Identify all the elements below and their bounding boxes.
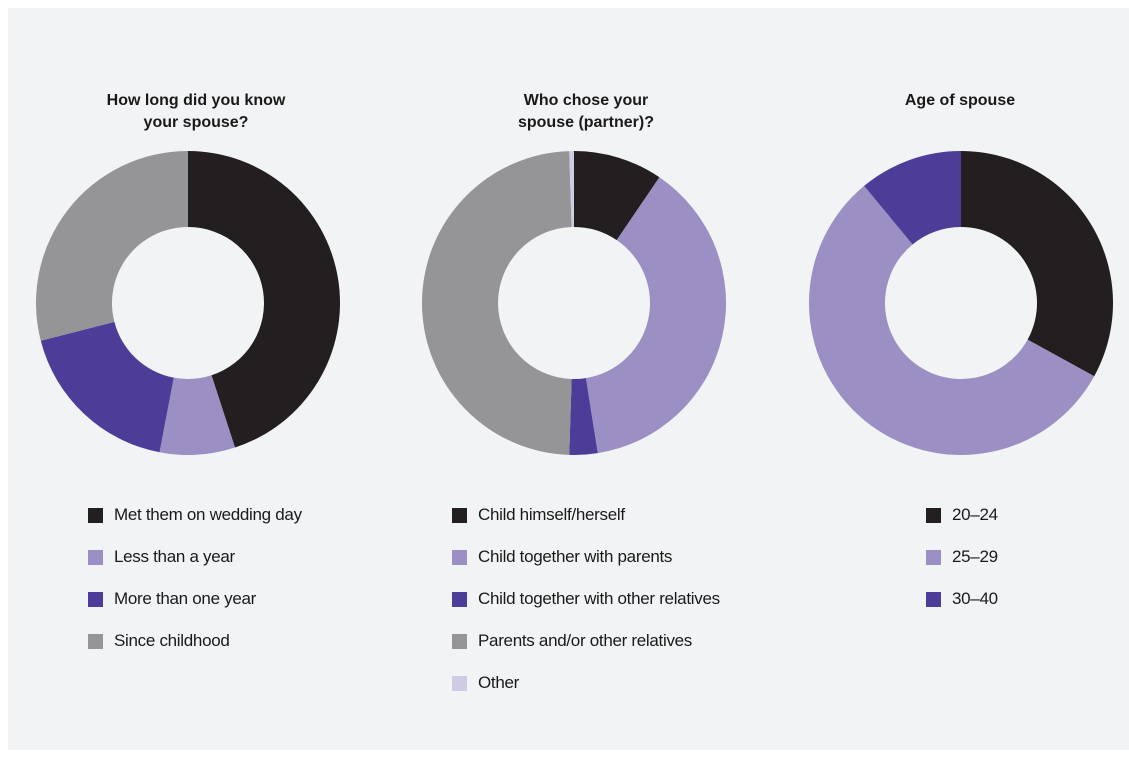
legend-swatch — [452, 591, 467, 607]
legend-item-20-24: 20–24 — [926, 494, 998, 536]
chart-who-chose: Who chose your spouse (partner)? Child hi… — [416, 8, 756, 750]
figure-panel: How long did you know your spouse? Met th… — [8, 8, 1129, 750]
legend-item-child-himself-herself: Child himself/herself — [452, 494, 720, 536]
legend-item-less-than-a-year: Less than a year — [88, 536, 302, 578]
slice-child-together-with-other-relatives — [569, 378, 598, 455]
legend-label: 20–24 — [952, 505, 998, 524]
legend-swatch — [452, 549, 467, 565]
chart-title: Who chose your spouse (partner)? — [517, 92, 654, 131]
slice-child-himself-herself — [574, 151, 660, 241]
legend: 20–24 25–29 30–40 — [926, 494, 998, 620]
legend-item-parents-and-or-other-relatives: Parents and/or other relatives — [452, 620, 720, 662]
chart-age-of-spouse: Age of spouse 20–24 25–29 30–40 — [790, 8, 1129, 750]
slice-more-than-one-year — [40, 321, 174, 453]
legend-swatch — [88, 633, 103, 649]
legend-swatch — [88, 591, 103, 607]
legend-item-25-29: 25–29 — [926, 536, 998, 578]
legend-label: Child himself/herself — [478, 505, 625, 524]
legend-item-met-them-on-wedding-day: Met them on wedding day — [88, 494, 302, 536]
legend-swatch — [88, 549, 103, 565]
legend-swatch — [926, 549, 941, 565]
legend-label: Met them on wedding day — [114, 505, 302, 524]
chart-how-long-known: How long did you know your spouse? Met th… — [26, 8, 366, 750]
slice-met-them-on-wedding-day — [188, 151, 340, 448]
legend-swatch — [452, 507, 467, 523]
donut-chart — [422, 151, 726, 455]
legend-label: 30–40 — [952, 589, 998, 608]
legend-item-more-than-one-year: More than one year — [88, 578, 302, 620]
legend-item-other: Other — [452, 662, 720, 704]
legend-label: Child together with parents — [478, 547, 673, 566]
legend-label: Parents and/or other relatives — [478, 631, 693, 650]
chart-title: How long did you know your spouse? — [106, 92, 286, 131]
legend-swatch — [88, 507, 103, 523]
donut-chart — [809, 151, 1113, 455]
legend-swatch — [452, 675, 467, 691]
chart-title: Age of spouse — [904, 92, 1016, 109]
legend-swatch — [926, 507, 941, 523]
slice-25-29 — [809, 185, 1095, 455]
legend-label: Since childhood — [114, 631, 230, 650]
legend: Met them on wedding day Less than a year M… — [88, 494, 302, 662]
slice-20-24 — [961, 151, 1113, 377]
legend-label: More than one year — [114, 589, 257, 608]
legend-item-since-childhood: Since childhood — [88, 620, 302, 662]
legend-swatch — [926, 591, 941, 607]
slice-other — [569, 151, 574, 228]
slice-30-40 — [864, 151, 961, 245]
slice-less-than-a-year — [159, 375, 235, 455]
slice-since-childhood — [36, 151, 188, 341]
legend-label: 25–29 — [952, 547, 998, 566]
legend-label: Child together with other relatives — [478, 589, 720, 608]
legend-item-child-together-with-parents: Child together with parents — [452, 536, 720, 578]
legend-swatch — [452, 633, 467, 649]
legend-label: Less than a year — [114, 547, 235, 566]
legend: Child himself/herself Child together with… — [452, 494, 720, 704]
donut-chart — [36, 151, 340, 455]
slice-parents-and-or-other-relatives — [422, 151, 572, 455]
legend-label: Other — [478, 673, 520, 692]
slice-child-together-with-parents — [585, 177, 726, 454]
legend-item-child-together-with-other-relatives: Child together with other relatives — [452, 578, 720, 620]
legend-item-30-40: 30–40 — [926, 578, 998, 620]
